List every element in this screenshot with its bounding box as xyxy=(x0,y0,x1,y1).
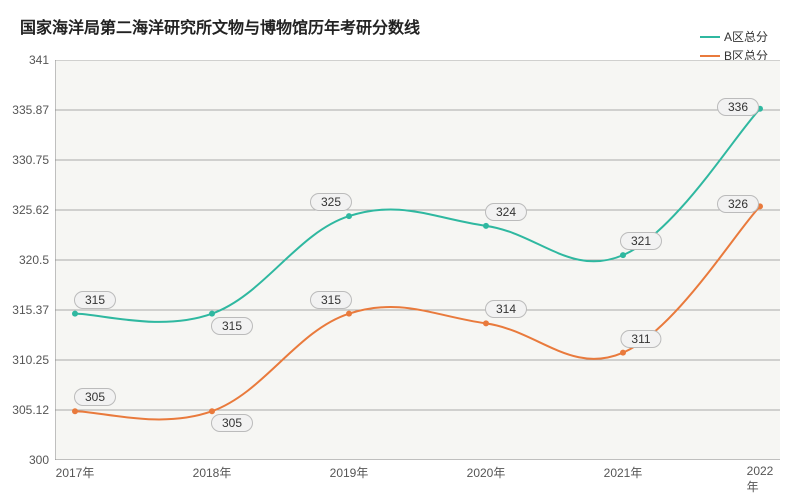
x-tick-label: 2018年 xyxy=(193,460,232,481)
y-tick-label: 320.5 xyxy=(19,253,55,267)
y-tick-label: 300 xyxy=(29,453,55,467)
x-tick-label: 2020年 xyxy=(467,460,506,481)
y-tick-label: 310.25 xyxy=(12,353,55,367)
axis-labels: 300305.12310.25315.37320.5325.62330.7533… xyxy=(55,60,780,460)
plot-area: 315315325324321336305305315314311326 300… xyxy=(55,60,780,460)
y-tick-label: 341 xyxy=(29,53,55,67)
legend-swatch xyxy=(700,55,720,57)
x-tick-label: 2019年 xyxy=(330,460,369,481)
legend-swatch xyxy=(700,36,720,38)
y-tick-label: 305.12 xyxy=(12,403,55,417)
legend-item: A区总分 xyxy=(700,28,768,45)
y-tick-label: 330.75 xyxy=(12,153,55,167)
x-tick-label: 2021年 xyxy=(604,460,643,481)
chart-container: 国家海洋局第二海洋研究所文物与博物馆历年考研分数线 A区总分B区总分 31531… xyxy=(0,0,800,500)
x-tick-label: 2022年 xyxy=(747,460,774,495)
legend-label: A区总分 xyxy=(724,28,768,45)
chart-title: 国家海洋局第二海洋研究所文物与博物馆历年考研分数线 xyxy=(20,14,420,38)
y-tick-label: 335.87 xyxy=(12,103,55,117)
x-tick-label: 2017年 xyxy=(56,460,95,481)
y-tick-label: 325.62 xyxy=(12,203,55,217)
y-tick-label: 315.37 xyxy=(12,303,55,317)
